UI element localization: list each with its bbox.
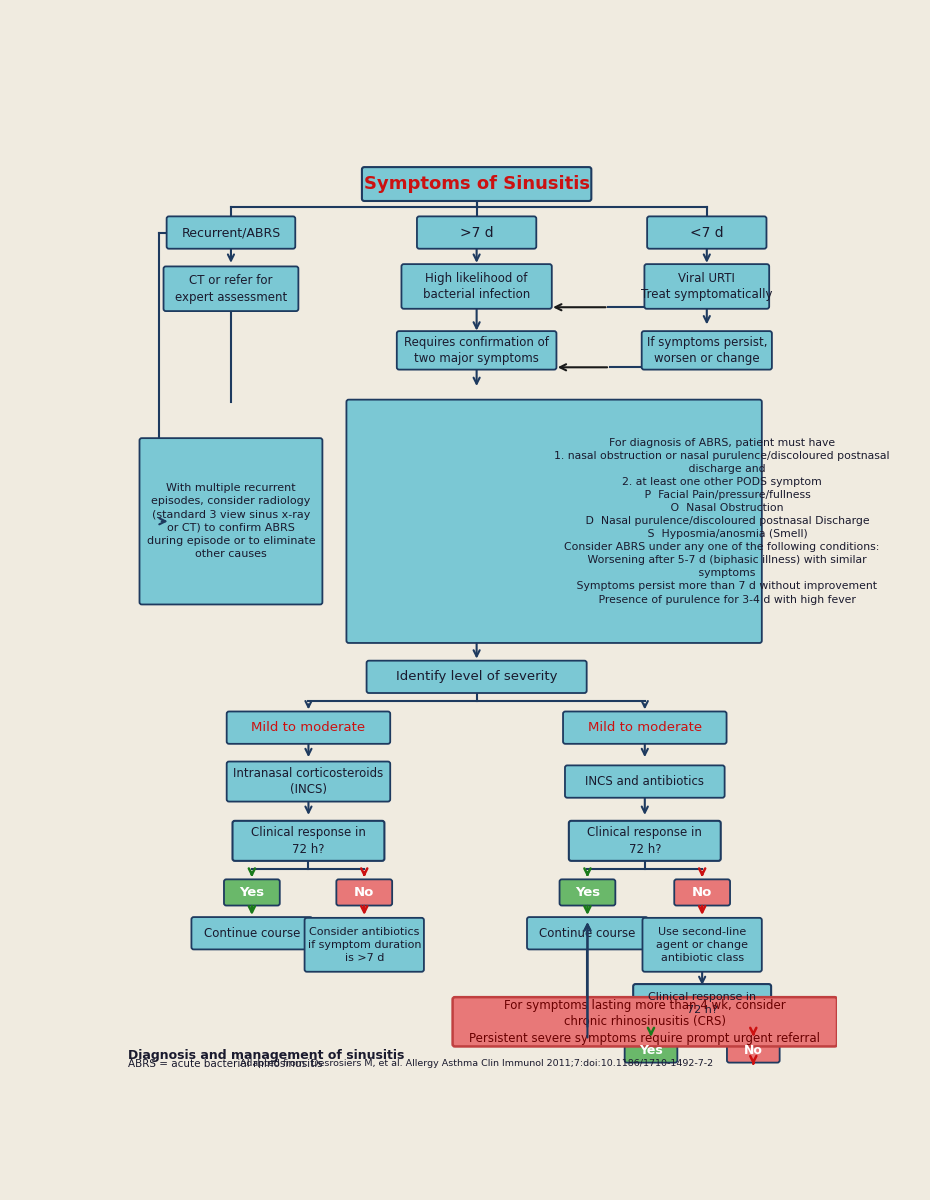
Text: Requires confirmation of
two major symptoms: Requires confirmation of two major sympt… — [405, 336, 549, 365]
FancyBboxPatch shape — [164, 266, 299, 311]
FancyBboxPatch shape — [166, 216, 295, 248]
FancyBboxPatch shape — [224, 880, 280, 906]
Text: Mild to moderate: Mild to moderate — [251, 721, 365, 734]
Text: >7 d: >7 d — [459, 226, 494, 240]
FancyBboxPatch shape — [527, 917, 648, 949]
FancyBboxPatch shape — [569, 821, 721, 860]
FancyBboxPatch shape — [402, 264, 551, 308]
Text: Continue course: Continue course — [204, 926, 300, 940]
Text: Viral URTI
Treat symptomatically: Viral URTI Treat symptomatically — [641, 271, 773, 301]
Text: Diagnosis and management of sinusitis: Diagnosis and management of sinusitis — [127, 1049, 405, 1062]
Text: <7 d: <7 d — [690, 226, 724, 240]
Text: Identify level of severity: Identify level of severity — [396, 671, 557, 683]
Text: Mild to moderate: Mild to moderate — [588, 721, 702, 734]
Text: No: No — [354, 886, 375, 899]
Text: Intranasal corticosteroids
(INCS): Intranasal corticosteroids (INCS) — [233, 767, 383, 797]
Text: CT or refer for
expert assessment: CT or refer for expert assessment — [175, 274, 287, 304]
Text: Yes: Yes — [575, 886, 600, 899]
Text: If symptoms persist,
worsen or change: If symptoms persist, worsen or change — [646, 336, 767, 365]
Text: Clinical response in
72 h?: Clinical response in 72 h? — [648, 992, 756, 1015]
Text: Clinical response in
72 h?: Clinical response in 72 h? — [588, 826, 702, 856]
Text: For symptoms lasting more than 4 wk, consider
chronic rhinosinusitis (CRS)
Persi: For symptoms lasting more than 4 wk, con… — [470, 998, 820, 1045]
FancyBboxPatch shape — [417, 216, 537, 248]
Text: Yes: Yes — [239, 886, 264, 899]
Text: Adapted from: Desrosiers M, et al. Allergy Asthma Clin Immunol 2011;7:doi:10.118: Adapted from: Desrosiers M, et al. Aller… — [240, 1058, 713, 1068]
FancyBboxPatch shape — [362, 167, 591, 200]
FancyBboxPatch shape — [346, 400, 762, 643]
FancyBboxPatch shape — [647, 216, 766, 248]
FancyBboxPatch shape — [397, 331, 556, 370]
FancyBboxPatch shape — [565, 766, 724, 798]
Text: Consider antibiotics
if symptom duration
is >7 d: Consider antibiotics if symptom duration… — [308, 926, 421, 962]
FancyBboxPatch shape — [642, 331, 772, 370]
Text: No: No — [692, 886, 712, 899]
FancyBboxPatch shape — [643, 918, 762, 972]
FancyBboxPatch shape — [227, 712, 391, 744]
FancyBboxPatch shape — [227, 762, 391, 802]
Text: No: No — [744, 1044, 763, 1057]
FancyBboxPatch shape — [232, 821, 384, 860]
Text: High likelihood of
bacterial infection: High likelihood of bacterial infection — [423, 271, 530, 301]
Text: Clinical response in
72 h?: Clinical response in 72 h? — [251, 826, 365, 856]
FancyBboxPatch shape — [140, 438, 323, 605]
Text: Continue course: Continue course — [539, 926, 635, 940]
FancyBboxPatch shape — [560, 880, 616, 906]
Text: Use second-line
agent or change
antibiotic class: Use second-line agent or change antibiot… — [657, 926, 748, 962]
FancyBboxPatch shape — [337, 880, 392, 906]
FancyBboxPatch shape — [633, 984, 771, 1022]
FancyBboxPatch shape — [192, 917, 312, 949]
FancyBboxPatch shape — [304, 918, 424, 972]
Text: With multiple recurrent
episodes, consider radiology
(standard 3 view sinus x-ra: With multiple recurrent episodes, consid… — [147, 484, 315, 559]
FancyBboxPatch shape — [563, 712, 726, 744]
FancyBboxPatch shape — [453, 997, 837, 1046]
Text: Recurrent/ABRS: Recurrent/ABRS — [181, 226, 281, 239]
Text: For diagnosis of ABRS, patient must have
1. nasal obstruction or nasal purulence: For diagnosis of ABRS, patient must have… — [554, 438, 890, 605]
FancyBboxPatch shape — [727, 1038, 779, 1063]
FancyBboxPatch shape — [366, 661, 587, 694]
Text: Symptoms of Sinusitis: Symptoms of Sinusitis — [364, 175, 590, 193]
Text: Yes: Yes — [639, 1044, 663, 1057]
FancyBboxPatch shape — [625, 1038, 677, 1063]
Text: ABRS = acute bacterial rhinosinusitis: ABRS = acute bacterial rhinosinusitis — [127, 1058, 323, 1069]
FancyBboxPatch shape — [674, 880, 730, 906]
FancyBboxPatch shape — [644, 264, 769, 308]
Text: INCS and antibiotics: INCS and antibiotics — [585, 775, 704, 788]
